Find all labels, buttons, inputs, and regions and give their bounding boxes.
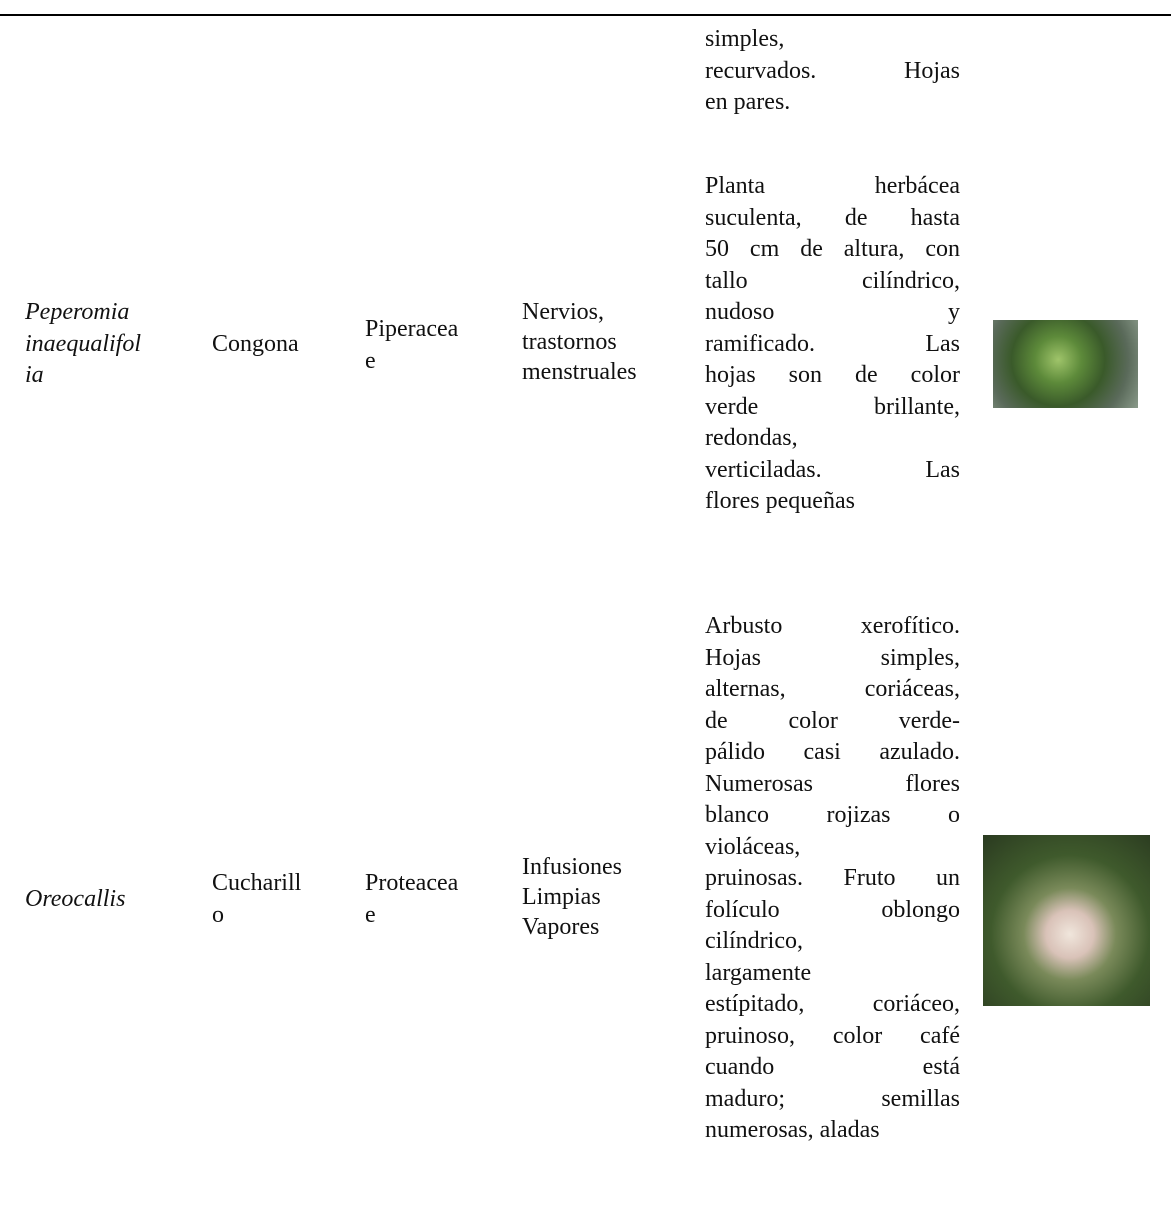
text-line: pruinoso, color café [705,1022,960,1049]
text-line: blanco rojizas o [705,802,960,828]
text-line: cilíndrico, [705,928,803,954]
text-line: Peperomia [25,299,130,325]
text-line: cuando está [705,1054,960,1080]
text-line: redondas, [705,425,798,451]
text-line: Piperacea [365,316,459,342]
text-line: Oreocallis [25,886,126,912]
text-line: Infusiones [522,854,622,880]
text-line: pálido casi azulado. [705,739,960,765]
description: simples, recurvados. Hojas en pares. [705,24,960,119]
text-line: folículo oblongo [705,896,960,923]
text-line: e [365,347,376,374]
text-line: Nervios, [522,299,604,325]
uses: Infusiones Limpias Vapores [522,852,622,942]
family: Piperacea e [365,314,458,377]
description: Planta herbácea suculenta, de hasta 50 cm … [705,171,960,518]
text-line: Limpias [522,884,601,910]
text-line: inaequalifol [25,330,141,357]
text-line: flores pequeñas [705,488,855,514]
text-line: Proteacea [365,870,459,896]
text-line: nudoso y [705,299,960,325]
text-line: Vapores [522,914,600,940]
text-line: estípitado, coriáceo, [705,991,960,1017]
text-line: pruinosas. Fruto un [705,865,960,891]
text-line: alternas, coriáceas, [705,676,960,702]
text-line: trastornos [522,329,617,355]
plant-photo [983,835,1150,1006]
common-name: Congona [212,329,299,361]
text-line: Hojas simples, [705,644,960,671]
text-line: o [212,901,224,928]
text-line: Numerosas flores [705,770,960,797]
text-line: de color verde- [705,707,960,734]
text-line: menstruales [522,359,637,385]
text-line: suculenta, de hasta [705,204,960,231]
text-line: Cucharill [212,870,302,896]
text-line: Congona [212,331,299,357]
text-line: ramificado. Las [705,330,960,357]
text-line: 50 cm de altura, con [705,236,960,262]
text-line: Planta herbácea [705,173,960,199]
uses: Nervios, trastornos menstruales [522,297,637,387]
text-line: violáceas, [705,833,801,860]
text-line: largamente [705,959,812,986]
text-line: verticiladas. Las [705,456,960,483]
text-line: en pares. [705,89,791,115]
plant-photo [993,320,1138,408]
common-name: Cucharill o [212,868,301,931]
description: Arbusto xerofítico. Hojas simples, alterna… [705,611,960,1147]
text-line: maduro; semillas [705,1085,960,1112]
scientific-name: Oreocallis [25,884,125,916]
text-line: simples, [705,26,785,52]
family: Proteacea e [365,868,458,931]
table-top-rule [0,14,1171,16]
text-line: tallo cilíndrico, [705,267,960,294]
text-line: verde brillante, [705,393,960,420]
text-line: hojas son de color [705,362,960,388]
text-line: recurvados. Hojas [705,57,960,84]
text-line: numerosas, aladas [705,1117,880,1143]
scientific-name: Peperomia inaequalifol ia [25,297,141,392]
text-line: Arbusto xerofítico. [705,613,960,639]
text-line: e [365,901,376,928]
text-line: ia [25,362,44,388]
